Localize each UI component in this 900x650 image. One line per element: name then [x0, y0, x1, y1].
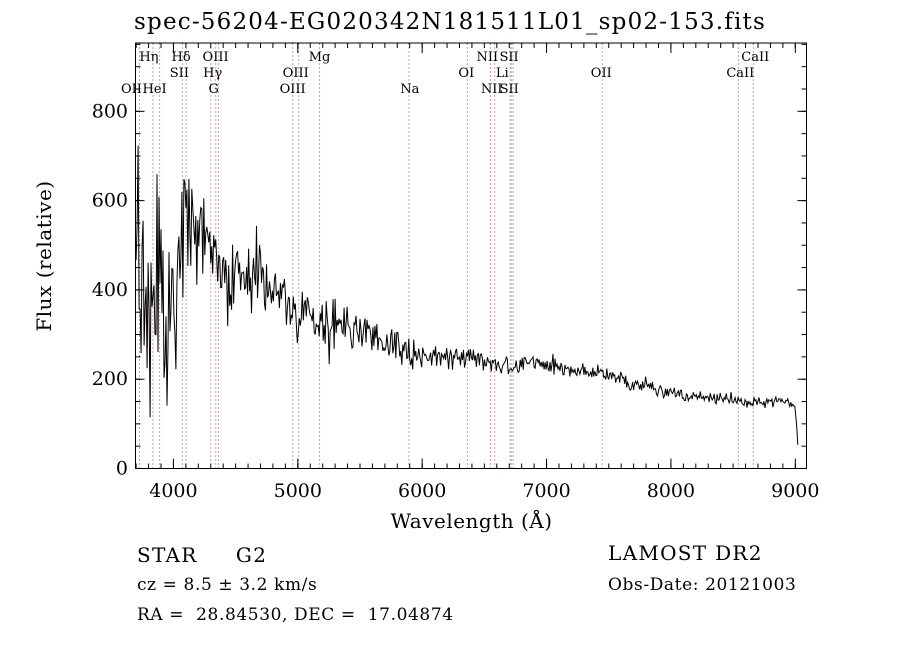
- x-tick-label: 8000: [647, 480, 695, 502]
- line-label-SII: SII: [500, 82, 519, 97]
- y-axis-label: Flux (relative): [32, 180, 56, 332]
- page-title: spec-56204-EG020342N181511L01_sp02-153.f…: [134, 9, 766, 35]
- line-label-OI: OI: [458, 66, 474, 81]
- line-label-Na: Na: [400, 82, 419, 97]
- spectral-line-markers: [138, 43, 754, 468]
- line-label-HeI: HeI: [143, 82, 167, 97]
- line-label-CaII: CaII: [726, 66, 754, 81]
- line-label-SII: SII: [500, 50, 519, 65]
- line-label-SII: SII: [170, 66, 189, 81]
- x-tick-label: 4000: [149, 480, 197, 502]
- line-label-Hδ: Hδ: [172, 50, 191, 65]
- object-class-label: STAR G2: [137, 543, 268, 567]
- obs-date: Obs-Date: 20121003: [608, 575, 797, 595]
- line-label-NII: NII: [477, 50, 499, 65]
- plot-frame: [135, 42, 807, 469]
- spectrum-trace: [135, 145, 799, 445]
- line-label-OIII: OIII: [203, 50, 229, 65]
- y-tick-label: 800: [92, 100, 128, 122]
- ra-dec-coords: RA = 28.84530, DEC = 17.04874: [137, 605, 454, 625]
- y-tick-label: 400: [92, 279, 128, 301]
- line-label-G: G: [209, 82, 219, 97]
- x-tick-label: 6000: [398, 480, 446, 502]
- line-label-Hη: Hη: [139, 50, 158, 65]
- x-tick-label: 7000: [522, 480, 570, 502]
- line-label-CaII: CaII: [741, 50, 769, 65]
- x-tick-label: 5000: [274, 480, 322, 502]
- axis-ticks: [135, 43, 807, 469]
- line-label-OIII: OIII: [280, 82, 306, 97]
- line-label-OIII: OIII: [283, 66, 309, 81]
- survey-label: LAMOST DR2: [608, 541, 763, 565]
- line-label-Hγ: Hγ: [203, 66, 222, 81]
- axis-tick-labels: 4000 5000 6000 7000 8000 9000 0 200 400 600 800: [92, 100, 820, 502]
- line-label-Mg: Mg: [309, 50, 331, 65]
- y-tick-label: 0: [116, 458, 128, 480]
- x-tick-label: 9000: [771, 480, 819, 502]
- line-label-OII: OII: [121, 82, 142, 97]
- cz-value: cz = 8.5 ± 3.2 km/s: [137, 575, 318, 595]
- y-tick-label: 600: [92, 190, 128, 212]
- spectrum-flux-line: [135, 145, 799, 445]
- line-label-NII: NII: [481, 82, 503, 97]
- line-label-OII: OII: [591, 66, 612, 81]
- y-tick-label: 200: [92, 368, 128, 390]
- x-axis-label: Wavelength (Å): [390, 509, 553, 533]
- line-label-Li: Li: [496, 66, 509, 81]
